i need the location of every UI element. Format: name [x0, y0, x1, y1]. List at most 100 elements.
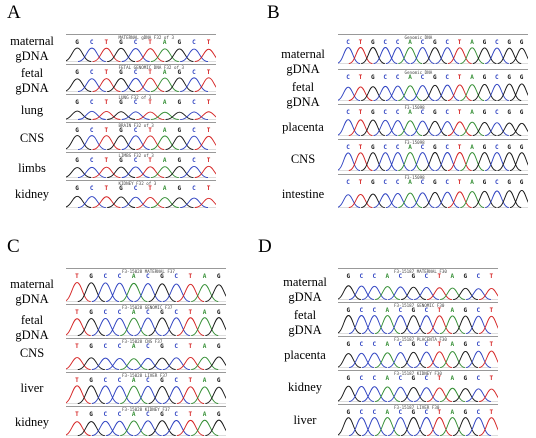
base-call: T	[189, 343, 193, 350]
peak-C	[349, 417, 374, 436]
base-call: G	[371, 39, 375, 46]
base-call: G	[433, 109, 437, 116]
base-call: C	[477, 375, 481, 382]
base-call: C	[421, 109, 425, 116]
base-call: C	[373, 307, 377, 314]
peak-C	[77, 110, 106, 120]
base-call: T	[75, 343, 79, 350]
base-call: C	[360, 273, 364, 280]
base-call: G	[464, 307, 468, 314]
base-call: A	[163, 69, 167, 76]
base-call: G	[178, 157, 182, 164]
peak-A	[460, 84, 485, 101]
peak-C	[106, 317, 134, 336]
base-call: A	[163, 127, 167, 134]
peak-C	[180, 135, 209, 150]
base-call: G	[520, 144, 524, 151]
trace-header-text: F3-15187 MATERNAL F30	[394, 269, 447, 274]
peak-G	[148, 420, 176, 436]
peak-C	[410, 152, 435, 171]
peak-C	[77, 78, 106, 92]
peak-T	[194, 111, 216, 120]
base-call: T	[105, 157, 109, 164]
peak-C	[410, 85, 435, 101]
base-call: G	[347, 341, 351, 348]
base-call: C	[118, 377, 122, 384]
peak-C	[373, 193, 398, 208]
base-call: T	[207, 157, 211, 164]
peak-T	[136, 77, 165, 92]
base-call: C	[360, 409, 364, 416]
peak-G	[107, 77, 136, 92]
peak-C	[466, 388, 491, 402]
base-call: A	[470, 109, 474, 116]
peak-C	[385, 192, 410, 208]
track-label: CNS	[19, 131, 45, 145]
base-call: G	[520, 39, 524, 46]
base-call: G	[119, 185, 123, 192]
base-call: G	[89, 309, 93, 316]
chromatogram-trace: F3-15028 KIDNEY F37 T G C C A C G C T A G	[66, 406, 226, 436]
base-call: C	[134, 157, 138, 164]
peak-G	[66, 135, 92, 150]
trace-header-text: BRAIN F32 of 3	[119, 123, 155, 128]
base-call: G	[483, 179, 487, 186]
base-call: C	[134, 69, 138, 76]
peak-G	[423, 192, 447, 208]
peak-C	[435, 47, 460, 64]
chromatogram-trace: F3-15028 CNS F37 T G C C A C G C T A G	[66, 338, 226, 370]
base-call: C	[174, 273, 178, 280]
base-call: A	[451, 341, 455, 348]
peak-G	[165, 111, 194, 120]
base-call: G	[75, 185, 79, 192]
base-call: G	[75, 99, 79, 106]
peak-C	[349, 285, 374, 300]
peak-C	[362, 352, 387, 368]
base-call: C	[174, 411, 178, 418]
base-call: C	[421, 144, 425, 151]
chromatogram-trace: MATERNAL gDNA F32 of 3G C T G C T A G C T	[66, 34, 216, 62]
peak-G	[205, 284, 226, 302]
peak-T	[176, 419, 205, 436]
peak-T	[479, 417, 498, 436]
base-call: G	[160, 309, 164, 316]
peak-C	[106, 282, 134, 302]
base-call: C	[134, 127, 138, 134]
panel-letter-a: A	[7, 2, 21, 23]
peak-G	[423, 152, 447, 171]
base-call: G	[520, 109, 524, 116]
peak-T	[177, 357, 205, 370]
peak-T	[427, 315, 452, 334]
peak-T	[447, 121, 472, 136]
base-call: T	[189, 377, 193, 384]
base-call: C	[118, 273, 122, 280]
base-call: G	[412, 307, 416, 314]
peak-A	[398, 47, 423, 64]
peak-G	[205, 356, 226, 370]
base-call: T	[359, 144, 363, 151]
base-call: C	[360, 341, 364, 348]
base-call: C	[495, 109, 499, 116]
base-call: G	[160, 273, 164, 280]
peak-T	[194, 197, 216, 208]
base-call: G	[347, 409, 351, 416]
track-label: kidney	[14, 415, 50, 429]
peak-C	[435, 121, 460, 136]
peak-C	[162, 357, 190, 370]
track-label: kidney	[287, 380, 323, 394]
peak-C	[106, 385, 134, 404]
base-call: T	[105, 185, 109, 192]
peak-G	[472, 190, 497, 208]
peak-C	[180, 77, 209, 92]
base-call: C	[383, 109, 387, 116]
chromatogram-trace: FETAL GENOMIC DNA F32 of 3G C T G C T A G C T	[66, 64, 216, 92]
peak-A	[398, 120, 423, 136]
trace-header-text: F3-15098	[405, 175, 426, 180]
base-call: G	[433, 144, 437, 151]
peak-T	[66, 357, 91, 370]
base-call: G	[433, 39, 437, 46]
peak-G	[423, 47, 447, 64]
